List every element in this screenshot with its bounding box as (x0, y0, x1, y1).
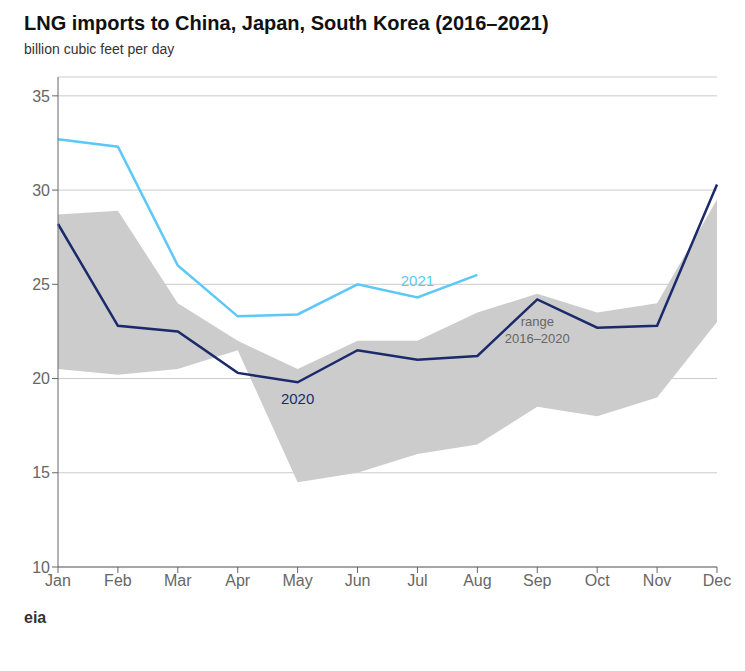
svg-text:20: 20 (32, 370, 50, 387)
svg-text:Jul: Jul (407, 572, 427, 589)
svg-text:15: 15 (32, 464, 50, 481)
svg-text:30: 30 (32, 182, 50, 199)
svg-text:Jun: Jun (345, 572, 371, 589)
svg-text:Oct: Oct (585, 572, 610, 589)
svg-text:May: May (283, 572, 313, 589)
svg-text:2021: 2021 (401, 272, 434, 289)
svg-text:Aug: Aug (463, 572, 491, 589)
svg-text:Apr: Apr (225, 572, 251, 589)
svg-text:Jan: Jan (45, 572, 71, 590)
svg-text:Feb: Feb (104, 572, 132, 589)
svg-text:2020: 2020 (281, 390, 314, 407)
svg-text:10: 10 (32, 559, 50, 576)
svg-text:Mar: Mar (164, 572, 192, 589)
html-text:LNG imports to China, Japan, S: LNG imports to China, Japan, South Korea… (24, 12, 549, 34)
svg-text:Dec: Dec (703, 572, 731, 589)
svg-text:Nov: Nov (643, 572, 671, 589)
html-text:eia: eia (24, 609, 47, 626)
svg-text:25: 25 (32, 276, 50, 293)
html-text:billion cubic feet per day: billion cubic feet per day (24, 41, 175, 57)
svg-text:Sep: Sep (523, 572, 552, 589)
svg-text:range2016–2020: range2016–2020 (505, 314, 570, 346)
svg-text:35: 35 (32, 88, 50, 105)
